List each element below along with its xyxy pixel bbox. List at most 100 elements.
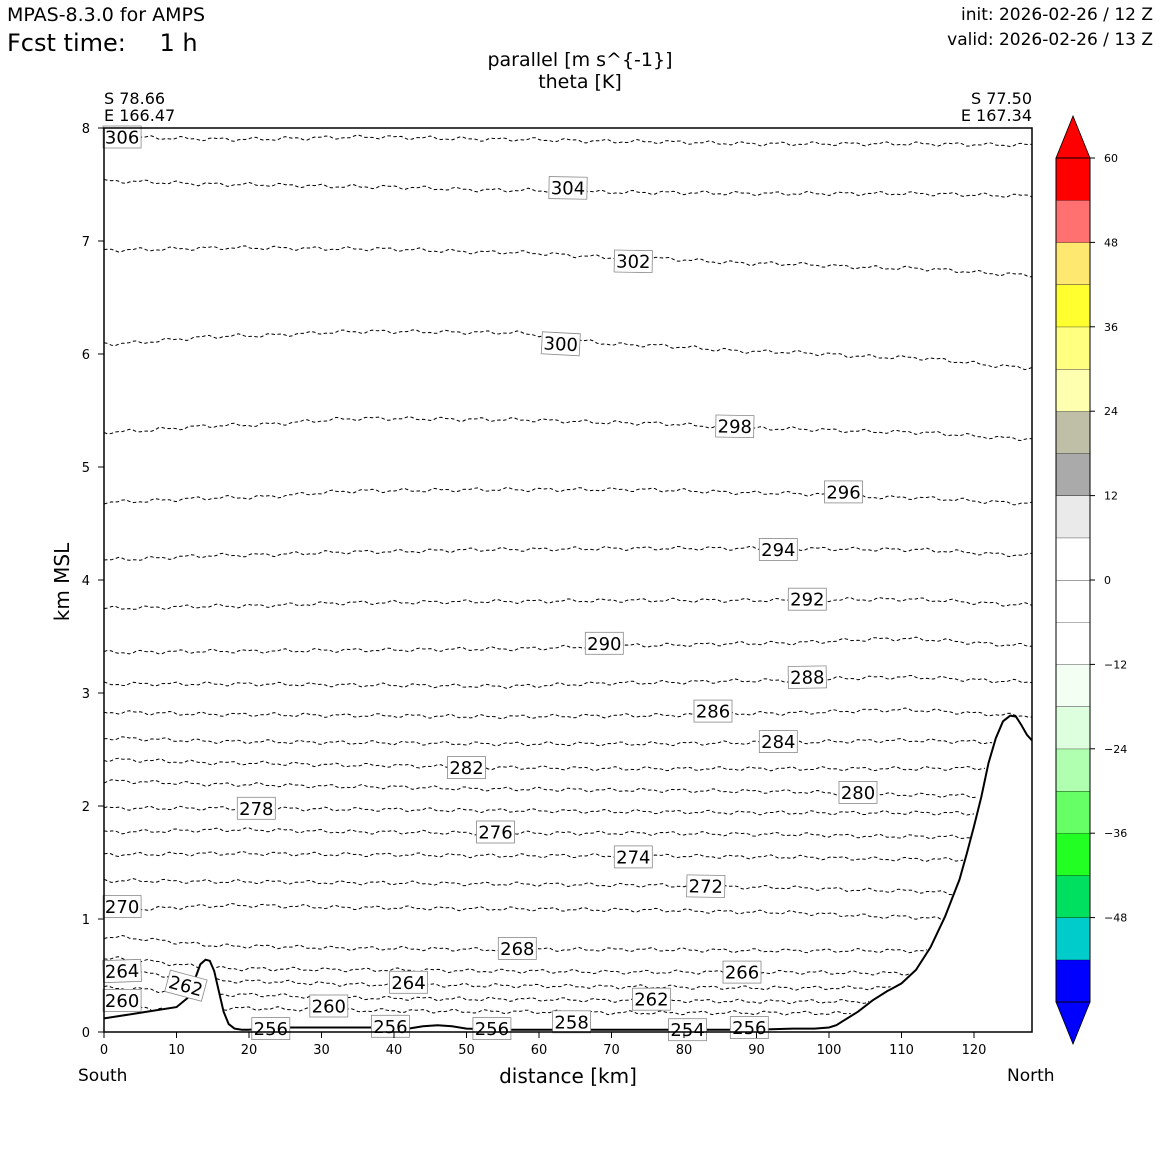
x-tick-label: 100	[817, 1043, 842, 1058]
isentrope-294	[104, 545, 1032, 561]
contour-label-box	[540, 331, 581, 357]
isentrope-lines	[104, 134, 1032, 1031]
contour-label-box	[497, 937, 537, 960]
contour-label-box	[693, 699, 733, 723]
contour-label-box	[102, 989, 142, 1012]
colorbar-tick-label: −48	[1104, 912, 1127, 925]
isentrope-270	[104, 902, 942, 921]
forecast-time-value: 1 h	[159, 29, 198, 57]
colorbar-segment	[1056, 917, 1090, 960]
isentrope-266	[104, 956, 909, 976]
contour-label-text: 276	[478, 823, 512, 844]
y-tick-label: 0	[82, 1026, 90, 1041]
contour-label-text: 286	[696, 702, 730, 723]
isentrope-262	[104, 985, 870, 1005]
contour-label-text: 272	[688, 876, 723, 898]
contour-label-text: 300	[543, 333, 578, 356]
contour-label-box	[472, 1017, 512, 1040]
contour-label-box	[236, 796, 276, 820]
valid-time: valid: 2026-02-26 / 13 Z	[947, 30, 1153, 50]
contour-label-box	[613, 249, 653, 274]
contour-label-280: 280	[838, 781, 878, 804]
colorbar-over-arrow	[1055, 114, 1091, 159]
contour-label-text: 256	[254, 1019, 288, 1040]
y-tick-label: 1	[82, 913, 90, 928]
contour-label-256: 256	[251, 1017, 291, 1040]
contour-label-text: 284	[761, 732, 795, 753]
isentrope-280	[104, 779, 978, 799]
x-tick-label: 80	[676, 1043, 693, 1058]
contour-label-296: 296	[824, 480, 863, 503]
contour-label-264: 264	[389, 970, 428, 994]
colorbar-segment	[1056, 537, 1090, 580]
contour-label-300: 300	[540, 331, 581, 357]
contour-label-298: 298	[715, 414, 755, 439]
contour-label-272: 272	[686, 874, 726, 898]
contour-label-box	[389, 970, 428, 994]
plot-title-line1: parallel [m s^{-1}]	[487, 49, 673, 71]
contour-label-256: 256	[370, 1014, 410, 1038]
contour-label-box	[686, 874, 726, 898]
y-tick-label: 2	[82, 800, 90, 815]
contour-label-264: 264	[102, 958, 142, 983]
model-title: MPAS-8.3.0 for AMPS	[7, 4, 206, 26]
contour-label-box	[584, 631, 624, 655]
contour-label-text: 290	[587, 634, 621, 655]
contour-label-292: 292	[787, 587, 827, 611]
contour-label-box	[613, 845, 653, 869]
isentrope-276	[104, 827, 971, 840]
contour-label-text: 262	[634, 990, 668, 1011]
isentrope-302	[104, 245, 1032, 278]
contour-label-278: 278	[236, 796, 276, 820]
contour-label-282: 282	[447, 756, 486, 779]
contour-label-text: 256	[475, 1019, 509, 1040]
plot-frame	[103, 127, 1033, 1033]
colorbar-segment	[1056, 833, 1090, 876]
isentrope-282	[104, 757, 985, 772]
colorbar-under-arrow	[1055, 1001, 1091, 1046]
contour-label-302: 302	[613, 249, 653, 274]
contour-label-text: 264	[105, 961, 140, 983]
colorbar-segment	[1056, 453, 1090, 496]
contour-label-286: 286	[693, 699, 733, 723]
contour-label-text: 262	[166, 972, 205, 1001]
x-tick-label: 20	[241, 1043, 258, 1058]
contour-label-306: 306	[102, 125, 142, 149]
init-time: init: 2026-02-26 / 12 Z	[960, 5, 1153, 25]
contour-label-text: 270	[105, 897, 139, 918]
isentrope-290	[104, 636, 1032, 655]
isentrope-260	[104, 1006, 851, 1016]
contour-label-288: 288	[787, 665, 827, 689]
isentrope-264	[104, 968, 891, 991]
contour-label-text: 280	[841, 783, 875, 804]
plot-area: 3063043023002982962942922902882862842822…	[82, 122, 1033, 1058]
isentrope-298	[104, 416, 1032, 442]
y-tick-label: 8	[82, 122, 90, 137]
plot-title-line2: theta [K]	[538, 71, 622, 93]
contour-label-box	[758, 538, 798, 561]
contour-label-text: 278	[239, 799, 273, 820]
colorbar-segment	[1056, 411, 1090, 454]
colorbar-segment	[1056, 242, 1090, 285]
colorbar-segment	[1056, 580, 1090, 623]
colorbar-segment	[1056, 959, 1090, 1002]
contour-label-text: 282	[449, 758, 483, 779]
contour-label-box	[476, 820, 515, 844]
contour-label-box	[309, 994, 349, 1018]
north-label: North	[1007, 1066, 1055, 1086]
colorbar-tick-label: 48	[1104, 236, 1118, 249]
forecast-time-label: Fcst time: 1 h	[7, 29, 198, 57]
contour-label-text: 274	[616, 847, 650, 868]
y-tick-label: 3	[82, 687, 90, 702]
contour-label-box	[632, 987, 671, 1011]
colorbar-tick-label: 36	[1104, 321, 1118, 334]
y-tick-label: 6	[82, 348, 90, 363]
left-endpoint-lat: S 78.66	[104, 89, 166, 108]
colorbar-segment	[1056, 791, 1090, 834]
colorbar-segment	[1056, 875, 1090, 918]
isentrope-286	[104, 707, 1032, 720]
isentrope-288	[104, 674, 1032, 689]
contour-label-box	[715, 414, 755, 439]
contour-label-text: 254	[670, 1020, 704, 1041]
contour-label-270: 270	[102, 895, 142, 918]
